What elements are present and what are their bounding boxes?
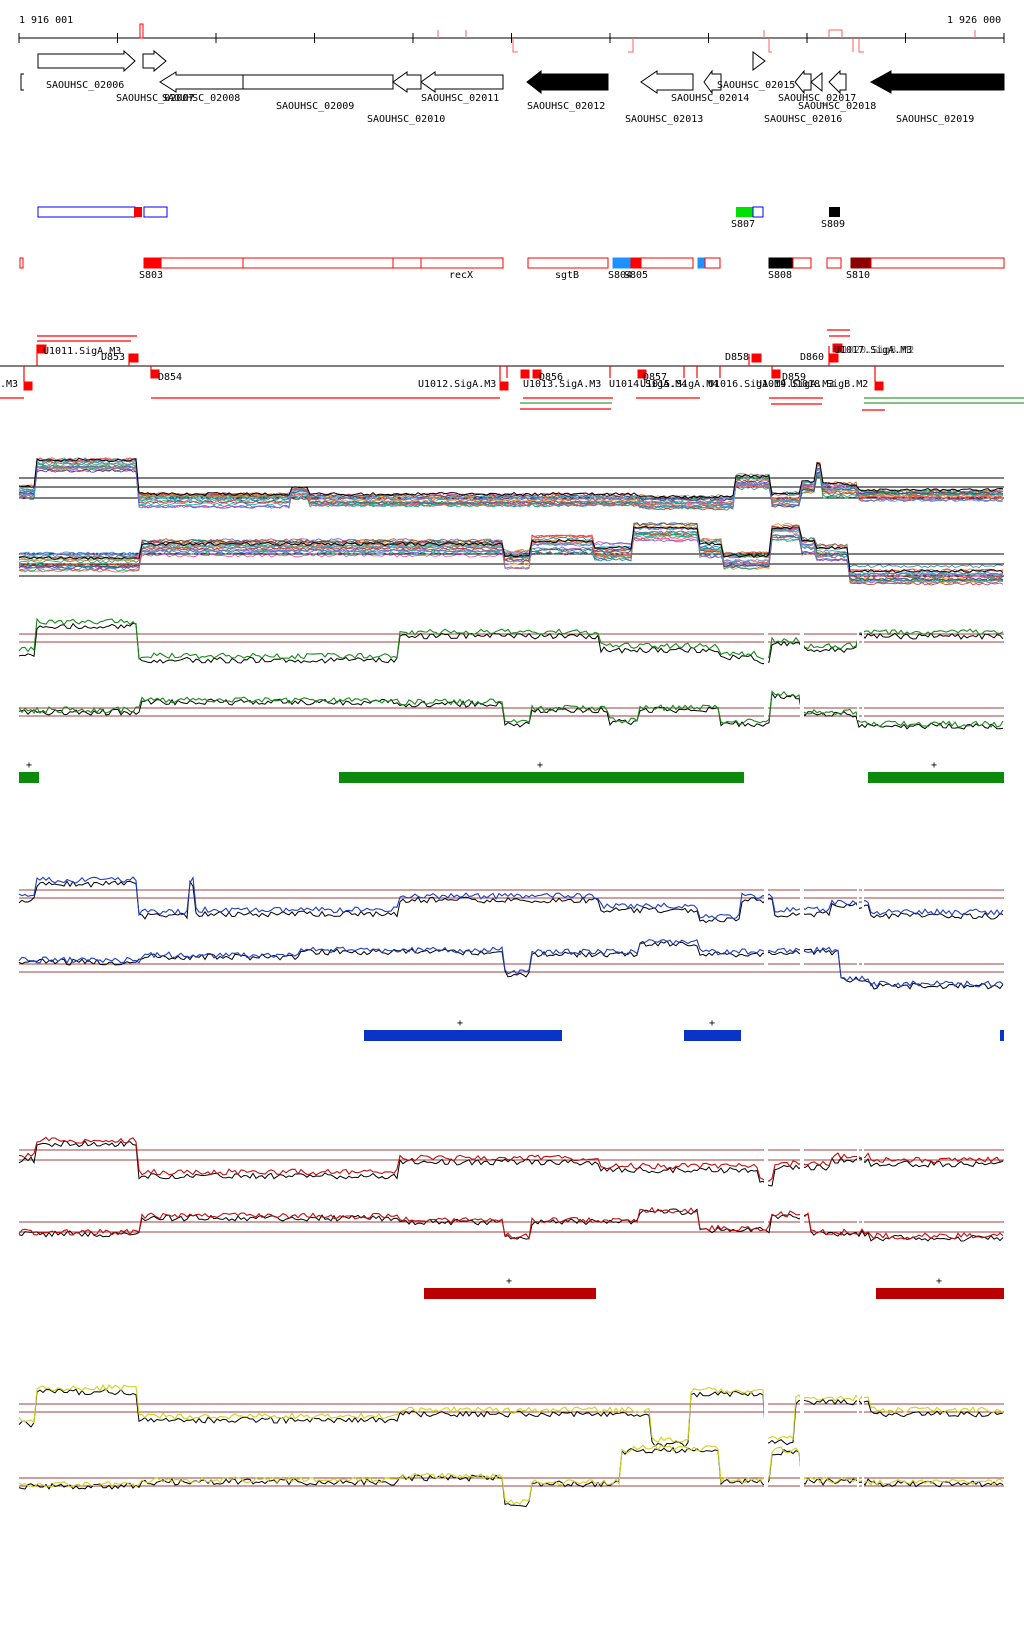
terminator-label: D857 <box>643 372 667 383</box>
gene-arrow-02012[interactable]: SAOUHSC_02012 <box>526 69 609 112</box>
gene-arrow-02006[interactable]: SAOUHSC_02006 <box>37 49 136 91</box>
terminator-label: D859 <box>782 372 806 383</box>
strand-mark: + <box>709 1018 715 1029</box>
gene-arrow-02017[interactable]: SAOUHSC_02017 <box>778 71 856 104</box>
gene-arrow-02008[interactable]: SAOUHSC_02008 <box>159 71 244 104</box>
segment-label: sgtB <box>555 270 579 281</box>
strand-mark: + <box>506 1276 512 1287</box>
blue-enrichment-bars: + + <box>364 1018 1004 1041</box>
gene-arrow-02007[interactable]: SAOUHSC_02007 <box>116 49 194 104</box>
segment-label: S809 <box>821 219 845 230</box>
gene-label: SAOUHSC_02013 <box>625 114 703 125</box>
gene-arrow-02014[interactable]: SAOUHSC_02014 <box>671 69 749 104</box>
terminator-label: D860 <box>800 352 824 363</box>
upstream-label: U1016.SigA.M4 <box>708 379 786 390</box>
upstream-label: U1020.SigB.M2 <box>836 345 914 356</box>
upstream-label: U1012.SigA.M3 <box>418 379 496 390</box>
upstream-label: U1014.SigA.M4 <box>609 379 687 390</box>
segment-label: S805 <box>624 270 648 281</box>
upstream-label: U1019.SigA.M3 <box>756 379 834 390</box>
gene-arrow-02016[interactable]: SAOUHSC_02016 <box>764 69 842 125</box>
coordinate-end-label: 1 926 000 <box>947 15 1001 26</box>
segment-label: S808 <box>768 270 792 281</box>
segment-labels-lower: S803 recX sgtB S804 S805 S808 S810 <box>139 270 870 281</box>
enrichment-bar <box>364 1030 562 1041</box>
gene-label: SAOUHSC_02007 <box>116 93 194 104</box>
gene-label: SAOUHSC_02011 <box>421 93 499 104</box>
yellow-track-pair <box>18 1360 1004 1508</box>
segment-label: S804 <box>608 270 632 281</box>
coordinate-ruler: 1 916 001 1 926 000 <box>18 15 1005 53</box>
green-track-pair <box>18 590 1004 730</box>
gene-arrow-02009[interactable]: SAOUHSC_02009 <box>242 74 394 112</box>
gene-arrow-02015[interactable]: SAOUHSC_02015 <box>717 51 795 91</box>
gene-arrow-02019[interactable]: SAOUHSC_02019 <box>869 70 1005 125</box>
gene-label: SAOUHSC_02018 <box>798 101 876 112</box>
gene-label: SAOUHSC_02016 <box>764 114 842 125</box>
blue-track-pair <box>18 836 1004 990</box>
enrichment-bar <box>339 772 744 783</box>
gene-arrow-02013[interactable]: SAOUHSC_02013 <box>625 70 703 125</box>
strand-mark: + <box>931 760 937 771</box>
segment-label: S810 <box>846 270 870 281</box>
upstream-label: .M3 <box>0 379 18 390</box>
gene-arrow-02011[interactable]: SAOUHSC_02011 <box>420 71 504 104</box>
upstream-label: U1011.SigA.M3 <box>43 346 121 357</box>
strand-mark: + <box>26 760 32 771</box>
gene-arrow-02018[interactable]: SAOUHSC_02018 <box>798 69 876 112</box>
enrichment-bar <box>868 772 1004 783</box>
gene-track: SAOUHSC_02006 SAOUHSC_02007 SAOUHSC_0200… <box>20 49 1005 125</box>
upstream-label: U1013.SigA.M3 <box>523 379 601 390</box>
enrichment-bar <box>424 1288 596 1299</box>
upstream-label: U1017.SigA.M3 <box>834 345 912 356</box>
segment-label: S803 <box>139 270 163 281</box>
enrichment-bar <box>684 1030 741 1041</box>
upstream-label: U1015.SigA.M4 <box>640 379 718 390</box>
expression-overview-panel <box>18 457 1004 586</box>
enrichment-bars: + + + + + + + <box>19 760 1004 1299</box>
green-enrichment-bars: + + + <box>19 760 1004 783</box>
gene-label: SAOUHSC_02017 <box>778 93 856 104</box>
gene-label: SAOUHSC_02012 <box>527 101 605 112</box>
gene-label: SAOUHSC_02006 <box>46 80 124 91</box>
terminator-label: D854 <box>158 372 182 383</box>
gene-arrow-02010[interactable]: SAOUHSC_02010 <box>367 71 445 125</box>
upstream-label: U1018.SigB.M2 <box>790 379 868 390</box>
gene-label: SAOUHSC_02014 <box>671 93 749 104</box>
segment-track-lower <box>19 257 1005 269</box>
red-track-pair <box>18 1096 1004 1242</box>
gene-label: SAOUHSC_02008 <box>162 93 240 104</box>
gene-label: SAOUHSC_02019 <box>896 114 974 125</box>
strand-mark: + <box>457 1018 463 1029</box>
terminator-label: D858 <box>725 352 749 363</box>
regulatory-track: U1011.SigA.M3 D853 D854 .M3 U1012.SigA.M… <box>0 329 1024 411</box>
strand-mark: + <box>537 760 543 771</box>
gene-label: SAOUHSC_02010 <box>367 114 445 125</box>
strand-mark: + <box>936 1276 942 1287</box>
gene-label: SAOUHSC_02009 <box>276 101 354 112</box>
segment-label: recX <box>449 270 473 281</box>
segment-track-upper: S807 S809 <box>37 206 845 230</box>
enrichment-bar <box>19 772 39 783</box>
enrichment-bar <box>876 1288 1004 1299</box>
terminator-label: D856 <box>539 372 563 383</box>
gene-label: SAOUHSC_02015 <box>717 80 795 91</box>
red-enrichment-bars: + + <box>424 1276 1004 1299</box>
enrichment-bar <box>1000 1030 1004 1041</box>
terminator-label: D853 <box>101 352 125 363</box>
segment-label: S807 <box>731 219 755 230</box>
coordinate-start-label: 1 916 001 <box>19 15 73 26</box>
